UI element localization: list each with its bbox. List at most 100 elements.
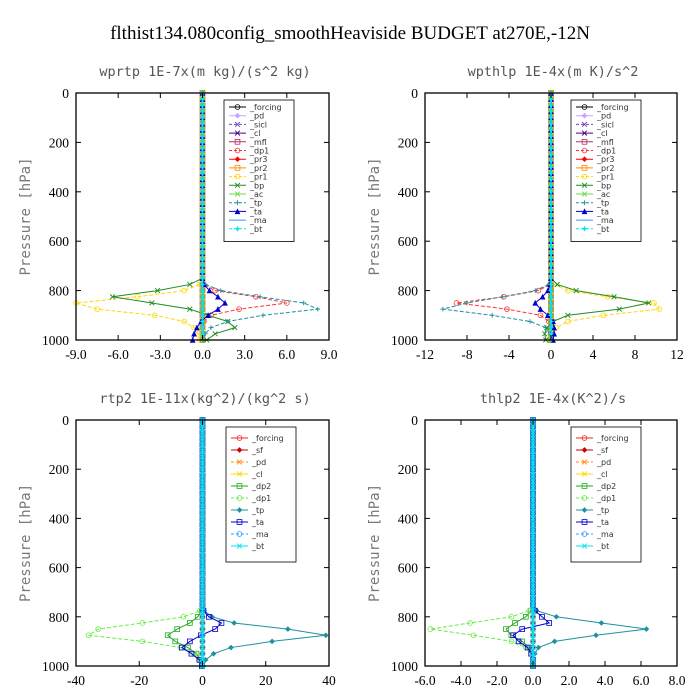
data-point <box>530 441 536 448</box>
legend-label: _bt <box>249 225 262 234</box>
data-point <box>199 552 206 559</box>
data-point <box>94 306 100 312</box>
y-tick-label: 600 <box>49 561 70 576</box>
legend-marker <box>581 471 588 477</box>
legend-label: _bp <box>596 181 611 190</box>
data-point <box>530 423 536 429</box>
y-tick-label: 800 <box>398 284 419 299</box>
legend-marker <box>236 447 243 453</box>
legend-label: _sicl <box>596 120 614 129</box>
legend-marker <box>234 112 241 119</box>
legend-label: _cl <box>249 129 261 138</box>
data-point <box>573 287 579 294</box>
data-point <box>548 318 554 325</box>
data-point <box>199 151 206 158</box>
x-tick-label: -4.0 <box>450 673 472 688</box>
x-tick-label: 0 <box>548 347 555 362</box>
x-tick-label: -2.0 <box>486 673 508 688</box>
legend-marker <box>234 173 241 180</box>
data-point <box>193 324 200 331</box>
legend-marker <box>236 507 243 513</box>
legend-label: _sicl <box>249 120 267 129</box>
legend-label: _pr3 <box>596 155 614 164</box>
data-point <box>199 213 206 220</box>
data-point <box>199 558 206 565</box>
legend-label: _forcing <box>251 434 284 443</box>
legend-marker <box>581 165 588 171</box>
legend-marker <box>234 147 241 154</box>
series-bt <box>199 90 206 343</box>
data-point <box>470 632 477 639</box>
data-point <box>199 145 206 152</box>
panel-title: wpthlp 1E-4x(m K)/s^2 <box>468 64 639 80</box>
legend-marker <box>581 147 588 154</box>
legend-label: _ma <box>249 216 267 225</box>
data-point <box>199 201 206 208</box>
legend-label: _cl <box>596 129 608 138</box>
legend-label: _sf <box>596 446 608 455</box>
legend-marker <box>234 138 241 145</box>
legend-marker <box>236 435 243 441</box>
data-point <box>539 293 546 300</box>
data-point <box>199 638 206 645</box>
legend-label: _forcing <box>596 103 629 112</box>
data-point <box>109 294 116 300</box>
x-tick-label: 2.0 <box>561 673 578 688</box>
data-point <box>199 503 206 509</box>
data-point <box>453 300 460 306</box>
legend-label: _ma <box>596 216 614 225</box>
legend-label: _tp <box>249 199 262 208</box>
y-tick-label: 400 <box>49 185 70 200</box>
data-point <box>508 638 515 645</box>
legend-marker <box>581 104 588 110</box>
data-point <box>199 324 206 331</box>
data-point <box>524 644 531 651</box>
data-point <box>232 324 238 331</box>
series-bt <box>548 90 554 343</box>
data-point <box>199 583 206 589</box>
legend-marker <box>582 200 587 206</box>
legend-label: _ta <box>596 207 609 216</box>
data-point <box>205 312 212 318</box>
legend-marker <box>234 130 241 136</box>
data-point <box>323 632 329 639</box>
x-tick-label: 4 <box>590 347 597 362</box>
legend-box <box>570 99 642 242</box>
data-point <box>548 306 554 313</box>
data-point <box>199 225 206 232</box>
x-tick-label: 8.0 <box>669 673 686 688</box>
data-point <box>135 293 141 300</box>
x-tick-label: -6.0 <box>414 673 436 688</box>
legend-marker <box>581 507 588 513</box>
legend: _forcing_pd_sicl_cl_mfl_dp1_pr3_pr2_pr1_… <box>570 99 642 242</box>
data-point <box>199 515 206 522</box>
data-point <box>548 262 554 269</box>
data-point <box>593 632 599 639</box>
series-line <box>192 93 226 341</box>
data-point <box>548 201 554 208</box>
data-point <box>530 435 536 442</box>
data-point <box>199 275 206 282</box>
legend-marker <box>581 208 588 215</box>
series-dp2 <box>164 417 206 669</box>
series-bt <box>530 417 536 669</box>
y-axis-label: Pressure [hPa] <box>18 157 34 275</box>
data-point <box>225 319 231 324</box>
x-tick-label: 3.0 <box>236 347 253 362</box>
x-tick-label: -20 <box>130 673 148 688</box>
data-point <box>199 318 206 325</box>
data-point <box>526 607 533 614</box>
legend-label: _cl <box>251 470 263 479</box>
y-tick-label: 1000 <box>42 659 69 674</box>
legend-label: _dp1 <box>596 147 616 156</box>
x-tick-label: 40 <box>322 673 336 688</box>
data-point <box>530 601 536 608</box>
series-line <box>75 93 203 341</box>
data-point <box>222 299 228 306</box>
data-point <box>548 127 554 134</box>
data-point <box>539 614 545 620</box>
legend-marker <box>234 225 241 232</box>
chart-panel-2: wpthlp 1E-4x(m K)/s^2 Pressure [hPa] -12 -8… <box>367 64 684 362</box>
data-point <box>548 287 554 294</box>
data-point <box>185 644 191 651</box>
